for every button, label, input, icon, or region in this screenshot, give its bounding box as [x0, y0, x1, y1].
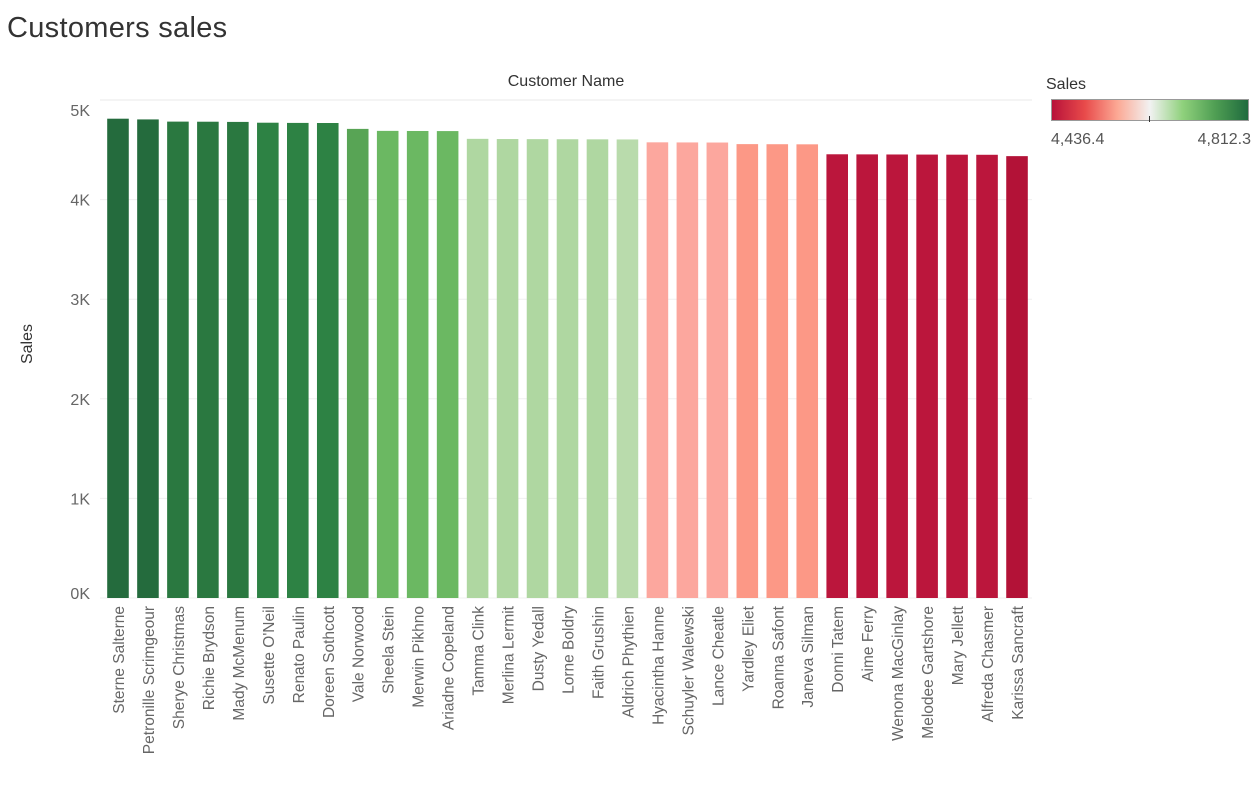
bar-chart: Customer Name Sales 0K 1K 2K 3K 4K 5K Sterne …	[19, 73, 1032, 754]
y-tick-label: 4K	[70, 193, 90, 210]
color-legend: Sales 4,436.4 4,812.3	[1046, 76, 1251, 148]
x-tick-label: Ariadne Copeland	[441, 606, 458, 730]
x-tick-label: Donni Tatem	[830, 606, 847, 693]
x-tick-label: Renato Paulin	[291, 606, 308, 703]
bar[interactable]	[916, 154, 938, 598]
bar[interactable]	[1006, 156, 1028, 598]
x-tick-label: Tamma Clink	[471, 606, 488, 696]
x-tick-label: Aldrich Phythien	[620, 606, 637, 718]
bar[interactable]	[197, 121, 219, 598]
x-tick-label: Richie Brydson	[201, 606, 218, 710]
x-tick-label: Schuyler Walewski	[680, 606, 697, 736]
bar[interactable]	[406, 130, 429, 599]
x-tick-label: Doreen Sothcott	[321, 605, 338, 718]
y-tick-label: 1K	[70, 491, 90, 508]
bar[interactable]	[496, 139, 519, 598]
y-axis-title: Sales	[19, 324, 36, 364]
bar[interactable]	[257, 122, 279, 598]
bar[interactable]	[556, 139, 579, 598]
legend-gradient-bar	[1051, 99, 1249, 121]
bar[interactable]	[466, 138, 489, 598]
bar[interactable]	[796, 144, 819, 598]
y-axis-ticks: 0K 1K 2K 3K 4K 5K	[70, 103, 90, 603]
x-tick-label: Wenona MacGinlay	[890, 606, 907, 741]
bar[interactable]	[706, 142, 729, 598]
bar[interactable]	[287, 122, 309, 599]
bar[interactable]	[856, 154, 878, 599]
bar[interactable]	[976, 154, 998, 598]
bar[interactable]	[346, 128, 369, 598]
x-axis-title: Customer Name	[508, 73, 625, 90]
x-tick-label: Aime Ferry	[860, 606, 877, 682]
bar[interactable]	[436, 131, 459, 598]
x-tick-label: Sheela Stein	[381, 606, 398, 694]
bar[interactable]	[227, 121, 249, 599]
bar[interactable]	[646, 142, 669, 598]
x-tick-label: Karissa Sancraft	[1010, 605, 1027, 719]
legend-title: Sales	[1046, 76, 1087, 93]
y-tick-label: 5K	[70, 103, 90, 120]
y-tick-label: 3K	[70, 292, 90, 309]
bar[interactable]	[826, 154, 848, 599]
bar[interactable]	[766, 144, 789, 598]
legend-midpoint-tick	[1149, 116, 1150, 122]
bar[interactable]	[316, 123, 339, 598]
y-tick-label: 2K	[70, 392, 90, 409]
x-axis-labels: Sterne Salterne Petronille Scrimgeour Sher…	[111, 605, 1027, 754]
page-title: Customers sales	[7, 12, 228, 44]
x-tick-label: Melodee Gartshore	[920, 606, 937, 739]
bars	[107, 118, 1028, 599]
bar[interactable]	[586, 139, 609, 599]
x-tick-label: Faith Grushin	[590, 606, 607, 699]
x-tick-label: Vale Norwood	[351, 606, 368, 702]
x-tick-label: Merlina Lermit	[501, 605, 518, 704]
bar[interactable]	[886, 154, 908, 598]
x-tick-label: Lorne Boldry	[561, 606, 578, 694]
x-tick-label: Mary Jellett	[950, 605, 967, 685]
bar[interactable]	[107, 118, 129, 599]
x-tick-label: Yardley Eliet	[740, 605, 757, 692]
bar[interactable]	[167, 121, 189, 599]
bar[interactable]	[676, 142, 699, 598]
bar[interactable]	[736, 144, 759, 598]
bar[interactable]	[137, 119, 159, 598]
x-tick-label: Dusty Yedall	[531, 606, 548, 691]
x-tick-label: Lance Cheatle	[710, 606, 727, 706]
bar[interactable]	[526, 139, 549, 598]
x-tick-label: Janeva Silman	[800, 606, 817, 708]
bar[interactable]	[946, 154, 968, 598]
x-tick-label: Hyacintha Hanne	[650, 606, 667, 725]
x-tick-label: Sherye Christmas	[171, 606, 188, 729]
x-tick-label: Susette O'Neil	[261, 606, 278, 705]
x-tick-label: Merwin Pikhno	[411, 606, 428, 708]
x-tick-label: Roanna Safont	[770, 605, 787, 709]
x-tick-label: Mady McMenum	[231, 606, 248, 721]
x-tick-label: Petronille Scrimgeour	[141, 606, 158, 754]
bar[interactable]	[376, 130, 399, 598]
legend-max-label: 4,812.3	[1197, 131, 1251, 148]
bar[interactable]	[616, 139, 639, 599]
x-tick-label: Alfreda Chasmer	[980, 606, 997, 722]
y-tick-label: 0K	[70, 586, 90, 603]
legend-min-label: 4,436.4	[1051, 131, 1105, 148]
x-tick-label: Sterne Salterne	[111, 606, 128, 714]
